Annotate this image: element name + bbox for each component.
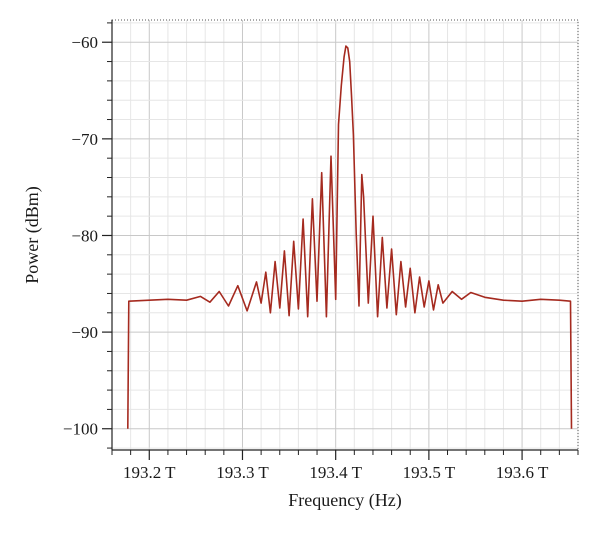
x-tick-label: 193.2 T [123,463,176,482]
x-axis-ticks [111,450,579,460]
x-tick-label: 193.4 T [309,463,362,482]
x-tick-label: 193.5 T [403,463,456,482]
grid [111,20,579,450]
spectrum-line [127,45,573,429]
x-tick-label: 193.3 T [216,463,269,482]
x-axis-tick-labels: 193.2 T 193.3 T 193.4 T 193.5 T 193.6 T [123,463,549,482]
y-axis-ticks [102,22,112,449]
y-tick-label: −100 [63,420,98,439]
y-tick-label: −80 [71,226,98,245]
y-tick-label: −60 [71,33,98,52]
y-axis-title: Power (dBm) [22,186,43,284]
x-tick-label: 193.6 T [496,463,549,482]
y-tick-label: −90 [71,323,98,342]
x-axis-title: Frequency (Hz) [288,490,401,511]
series-layer [127,45,573,429]
y-axis-tick-labels: −60 −70 −80 −90 −100 [63,33,98,439]
y-tick-label: −70 [71,130,98,149]
